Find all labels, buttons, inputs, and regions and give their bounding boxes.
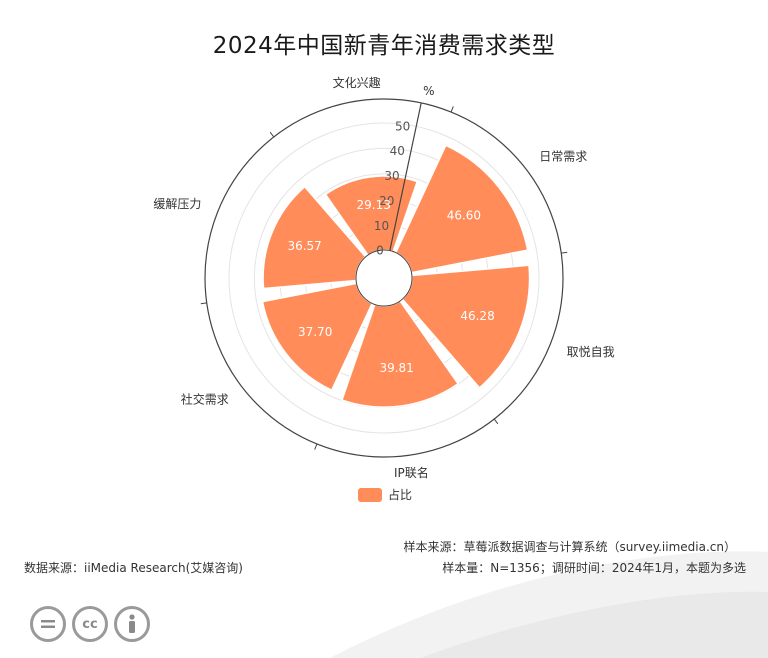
angle-tick bbox=[493, 418, 499, 425]
radial-tick-label: 40 bbox=[390, 144, 405, 158]
category-label: 日常需求 bbox=[539, 150, 587, 164]
cc-icon: cc bbox=[72, 606, 108, 642]
polar-frame bbox=[204, 98, 564, 458]
category-label: 缓解压力 bbox=[153, 197, 201, 211]
value-label: 46.60 bbox=[447, 209, 481, 223]
inner-hole bbox=[355, 249, 413, 307]
category-label: IP联名 bbox=[394, 465, 429, 480]
sample-size-note: 样本量：N=1356；调研时间：2024年1月，本题为多选 bbox=[442, 561, 746, 575]
equals-icon bbox=[30, 606, 66, 642]
angle-tick bbox=[269, 131, 275, 138]
angle-tick bbox=[200, 302, 207, 305]
category-label: 文化兴趣 bbox=[333, 75, 381, 90]
radial-tick-label: 20 bbox=[379, 194, 394, 208]
radial-tick-label: 30 bbox=[384, 169, 399, 183]
cc-license-badges: cc bbox=[30, 606, 156, 642]
angle-tick bbox=[561, 251, 568, 254]
person-icon bbox=[114, 606, 150, 642]
angle-tick bbox=[450, 106, 454, 113]
legend-swatch bbox=[358, 487, 382, 502]
value-label: 37.70 bbox=[298, 325, 332, 339]
value-label: 46.28 bbox=[460, 309, 494, 323]
data-source-note: 数据来源：iiMedia Research(艾媒咨询) bbox=[24, 561, 243, 575]
radial-tick-label: 50 bbox=[395, 119, 410, 133]
radial-tick-label: 10 bbox=[374, 219, 389, 233]
category-label: 取悦自我 bbox=[567, 345, 615, 359]
legend-label: 占比 bbox=[388, 488, 413, 502]
sample-source-note: 样本来源：草莓派数据调查与计算系统（survey.iimedia.cn） bbox=[403, 540, 736, 554]
value-label: 39.81 bbox=[379, 361, 413, 375]
angle-tick bbox=[314, 443, 318, 450]
radial-axis bbox=[389, 102, 422, 251]
legend[interactable]: 占比 bbox=[358, 486, 412, 503]
radial-tick-label: 0 bbox=[376, 244, 384, 258]
chart-title: 2024年中国新青年消费需求类型 bbox=[212, 33, 556, 59]
value-label: 29.13 bbox=[357, 198, 391, 212]
category-label: 社交需求 bbox=[181, 391, 229, 406]
value-label: 36.57 bbox=[287, 239, 321, 253]
radial-unit-label: % bbox=[423, 84, 434, 98]
grid-circle bbox=[228, 122, 540, 434]
